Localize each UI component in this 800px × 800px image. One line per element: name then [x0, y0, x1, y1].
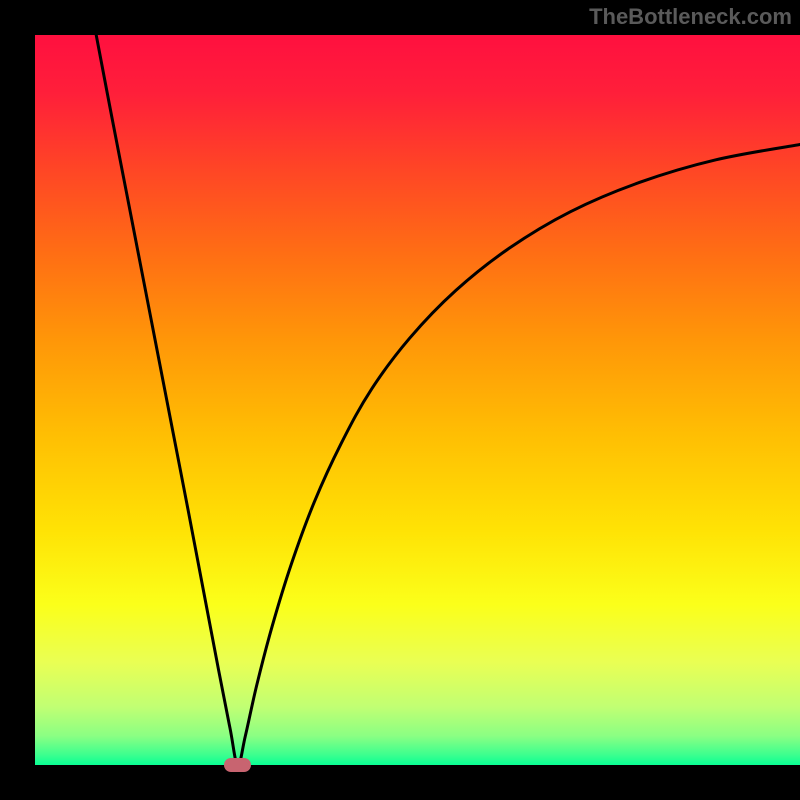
chart-plot-area: [35, 35, 800, 765]
bottleneck-curve: [35, 35, 800, 765]
optimum-marker: [224, 758, 251, 771]
watermark-text: TheBottleneck.com: [581, 0, 800, 34]
